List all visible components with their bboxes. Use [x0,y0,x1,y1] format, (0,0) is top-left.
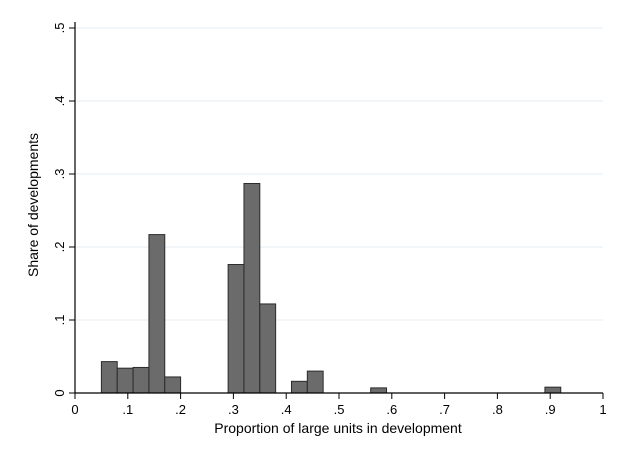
histogram-bar [164,376,182,394]
histogram-bar [227,264,245,394]
x-axis-label: Proportion of large units in development [214,420,462,436]
x-tick-label: .7 [439,402,450,417]
x-tick-label: 1 [599,402,606,417]
histogram-bar [306,370,324,394]
histogram-bar [259,303,277,394]
y-tick-label: .1 [52,315,67,326]
x-tick-label: .3 [228,402,239,417]
y-tick-label: .2 [52,242,67,253]
y-axis-ticks: 0 .1 .2 .3 .4 .5 [52,23,75,397]
x-tick-label: .8 [492,402,503,417]
histogram-bar [132,366,150,394]
y-tick-label: .3 [52,169,67,180]
x-axis-ticks: 0 .1 .2 .3 .4 .5 .6 .7 .8 .9 1 [71,393,607,417]
y-tick-label: 0 [52,389,67,396]
x-tick-label: .4 [281,402,292,417]
histogram-bar [116,367,134,394]
histogram-bar [290,380,308,394]
x-tick-label: .6 [386,402,397,417]
histogram-bar [100,361,118,394]
x-tick-label: .5 [334,402,345,417]
x-tick-label: 0 [71,402,78,417]
bars [100,182,562,394]
x-tick-label: .9 [545,402,556,417]
y-tick-label: .5 [52,23,67,34]
x-tick-label: .1 [122,402,133,417]
histogram-bar [148,234,166,394]
histogram-bar [370,387,388,394]
histogram-bar [243,182,261,394]
y-tick-label: .4 [52,96,67,107]
x-tick-label: .2 [175,402,186,417]
histogram-bar [544,386,562,394]
y-axis-label: Share of developments [25,133,41,277]
